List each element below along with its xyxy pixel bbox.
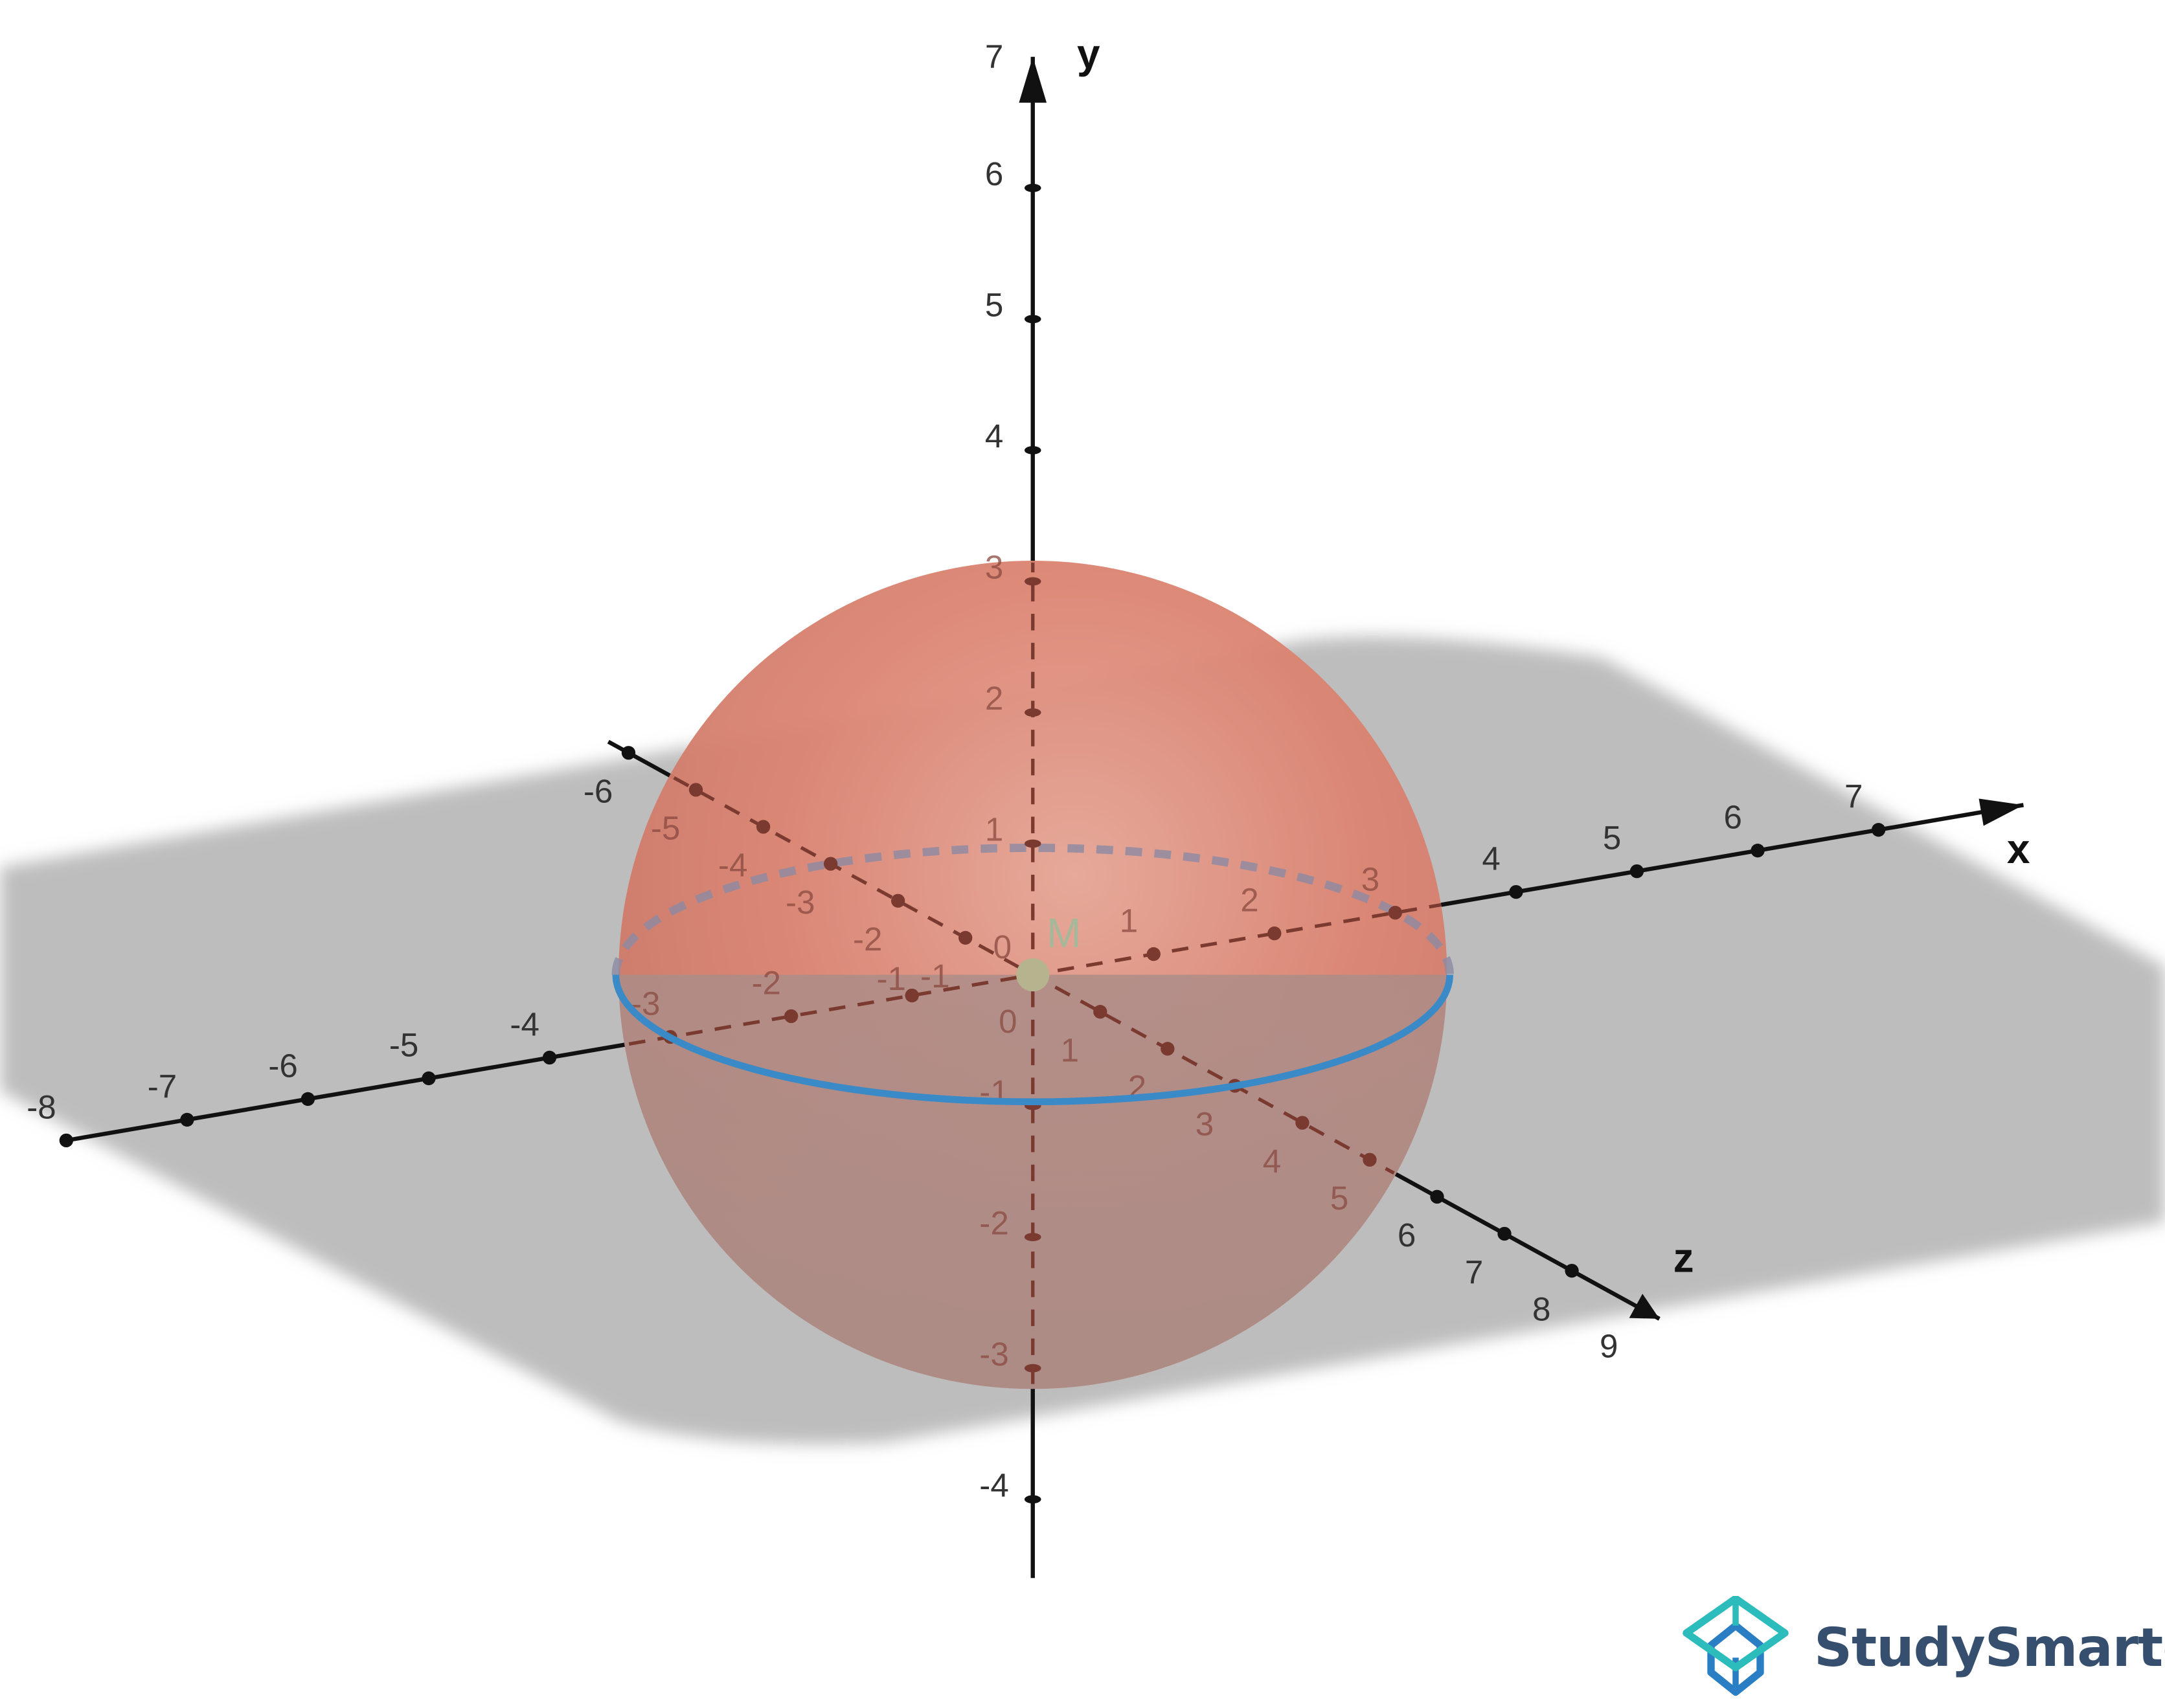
y-tick-label: 5 (985, 287, 1003, 324)
z-axis-tick (1093, 1005, 1107, 1019)
y-tick-label: 1 (985, 811, 1003, 848)
x-tick-label: -7 (148, 1068, 177, 1105)
y-axis-tick (1024, 1364, 1041, 1373)
y-axis-tick (1024, 708, 1041, 717)
y-tick-label: 6 (985, 155, 1003, 192)
z-axis-tick (891, 893, 905, 908)
y-axis-tick (1024, 577, 1041, 586)
center-point-label: M (1047, 910, 1081, 956)
z-tick-label: 6 (1398, 1217, 1416, 1253)
x-axis-tick (905, 988, 919, 1003)
x-axis-tick (1509, 884, 1523, 899)
x-tick-label: 1 (1120, 902, 1138, 939)
y-tick-label: 4 (985, 418, 1003, 455)
z-axis-name: z (1673, 1234, 1694, 1281)
x-tick-label: -2 (752, 964, 781, 1001)
z-tick-label: -3 (786, 884, 815, 921)
x-tick-label: -8 (27, 1088, 56, 1125)
x-axis-tick (1267, 926, 1282, 941)
x-axis-tick (542, 1050, 557, 1065)
y-axis-tick (1024, 445, 1041, 455)
x-axis-arrow-icon (1978, 798, 2024, 826)
center-point-m[interactable] (1016, 958, 1050, 992)
sphere-lower-half (618, 974, 1447, 1389)
y-axis-arrow-icon (1019, 56, 1047, 103)
y-axis-tick (1024, 183, 1041, 192)
z-axis-tick (621, 746, 636, 760)
z-tick-label: 4 (1263, 1143, 1281, 1180)
x-tick-label: -4 (510, 1006, 539, 1042)
z-tick-label: -1 (920, 958, 950, 994)
z-tick-label: 9 (1600, 1328, 1618, 1365)
logo-text: StudySmarter (1814, 1617, 2165, 1679)
studysmarter-cube-icon (1683, 1596, 1789, 1696)
z-axis-arrow-icon (1629, 1294, 1660, 1319)
x-tick-label: 6 (1723, 799, 1741, 836)
x-tick-label: 4 (1482, 840, 1500, 877)
y-tick-label: 2 (985, 680, 1003, 717)
z-tick-label: 5 (1330, 1180, 1348, 1217)
x-axis-segment (65, 1042, 629, 1143)
x-axis-tick (300, 1092, 315, 1107)
x-tick-label: 3 (1361, 860, 1379, 897)
x-axis-name: x (2007, 826, 2030, 872)
z-axis-tick (1295, 1116, 1309, 1130)
y-axis-name: y (1077, 30, 1100, 77)
x-axis-tick (1146, 947, 1161, 961)
z-axis-tick (688, 783, 703, 797)
z-axis-tick (823, 857, 838, 871)
z-tick-label: 3 (1196, 1106, 1214, 1143)
y-tick-label: -2 (979, 1204, 1009, 1241)
x-axis-tick (1871, 823, 1886, 837)
z-tick-label: 0 (993, 928, 1012, 965)
equator-circle (612, 974, 1453, 1106)
z-axis-tick (1161, 1042, 1175, 1056)
x-tick-label: -1 (876, 960, 905, 997)
x-tick-label: -6 (268, 1047, 298, 1084)
z-axis-tick (1430, 1189, 1444, 1204)
x-axis-tick (422, 1071, 436, 1086)
y-axis-tick (1024, 315, 1041, 324)
y-axis-tick (1024, 1233, 1041, 1242)
x-axis-segment (1440, 803, 2024, 907)
z-axis-tick (958, 930, 973, 945)
z-tick-label: -6 (584, 772, 613, 809)
x-tick-label: 5 (1603, 820, 1621, 857)
y-tick-label: 7 (985, 38, 1003, 75)
x-axis-tick (1629, 864, 1644, 879)
x-tick-label: 2 (1240, 881, 1258, 918)
z-axis-tick (756, 820, 771, 834)
x-axis-tick (1751, 844, 1765, 858)
z-axis-segment (607, 739, 675, 780)
z-tick-label: -2 (853, 921, 883, 958)
z-tick-label: 8 (1532, 1290, 1550, 1327)
studysmarter-logo: StudySmarter (1674, 1596, 2165, 1700)
x-axis-tick (1388, 905, 1403, 920)
z-tick-label: -4 (718, 847, 748, 884)
x-tick-label: -5 (389, 1026, 419, 1063)
z-axis-tick (1363, 1152, 1377, 1167)
x-axis-tick (784, 1009, 799, 1024)
y-tick-label: 3 (985, 549, 1003, 586)
y-tick-label: -3 (979, 1336, 1009, 1373)
z-axis-tick (1565, 1263, 1579, 1278)
y-axis-tick (1024, 1495, 1041, 1504)
x-axis-tick (180, 1112, 194, 1127)
y-tick-label: -4 (979, 1466, 1009, 1503)
x-axis-tick (59, 1133, 73, 1148)
z-tick-label: 7 (1465, 1253, 1483, 1290)
y-tick-label: 0 (999, 1003, 1017, 1040)
z-tick-label: 1 (1061, 1031, 1079, 1068)
z-tick-label: -5 (651, 810, 680, 847)
x-tick-label: 7 (1844, 778, 1863, 815)
y-axis-tick (1024, 839, 1041, 848)
z-axis-tick (1497, 1226, 1512, 1241)
